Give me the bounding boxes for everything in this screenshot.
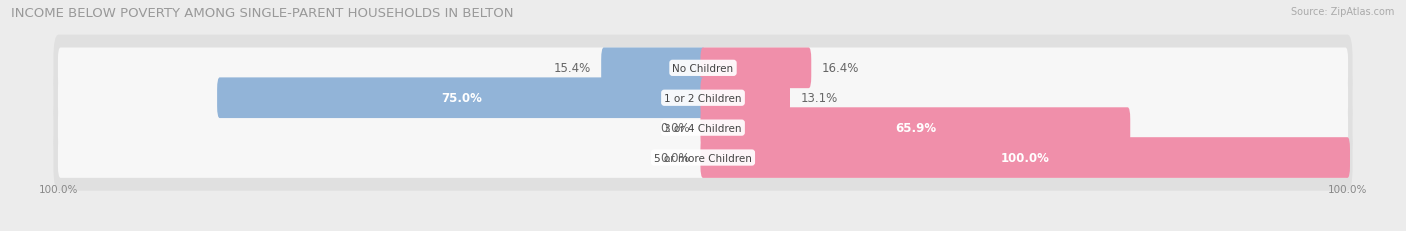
FancyBboxPatch shape: [700, 138, 1350, 178]
Text: No Children: No Children: [672, 64, 734, 73]
Text: INCOME BELOW POVERTY AMONG SINGLE-PARENT HOUSEHOLDS IN BELTON: INCOME BELOW POVERTY AMONG SINGLE-PARENT…: [11, 7, 513, 20]
FancyBboxPatch shape: [53, 65, 1353, 131]
Text: 0.0%: 0.0%: [661, 122, 690, 134]
Text: Source: ZipAtlas.com: Source: ZipAtlas.com: [1291, 7, 1395, 17]
FancyBboxPatch shape: [700, 48, 811, 89]
Text: 16.4%: 16.4%: [821, 62, 859, 75]
Text: 1 or 2 Children: 1 or 2 Children: [664, 93, 742, 103]
FancyBboxPatch shape: [700, 78, 790, 119]
Text: 0.0%: 0.0%: [661, 151, 690, 164]
FancyBboxPatch shape: [58, 108, 1348, 148]
FancyBboxPatch shape: [53, 125, 1353, 191]
FancyBboxPatch shape: [58, 138, 1348, 178]
FancyBboxPatch shape: [700, 108, 1130, 148]
Text: 65.9%: 65.9%: [894, 122, 936, 134]
Text: 15.4%: 15.4%: [554, 62, 591, 75]
FancyBboxPatch shape: [53, 36, 1353, 102]
Text: 100.0%: 100.0%: [1001, 151, 1050, 164]
Text: 3 or 4 Children: 3 or 4 Children: [664, 123, 742, 133]
Text: 13.1%: 13.1%: [800, 92, 838, 105]
FancyBboxPatch shape: [602, 48, 706, 89]
FancyBboxPatch shape: [53, 95, 1353, 161]
FancyBboxPatch shape: [217, 78, 706, 119]
Text: 75.0%: 75.0%: [441, 92, 482, 105]
FancyBboxPatch shape: [58, 78, 1348, 119]
Text: 5 or more Children: 5 or more Children: [654, 153, 752, 163]
FancyBboxPatch shape: [58, 48, 1348, 89]
